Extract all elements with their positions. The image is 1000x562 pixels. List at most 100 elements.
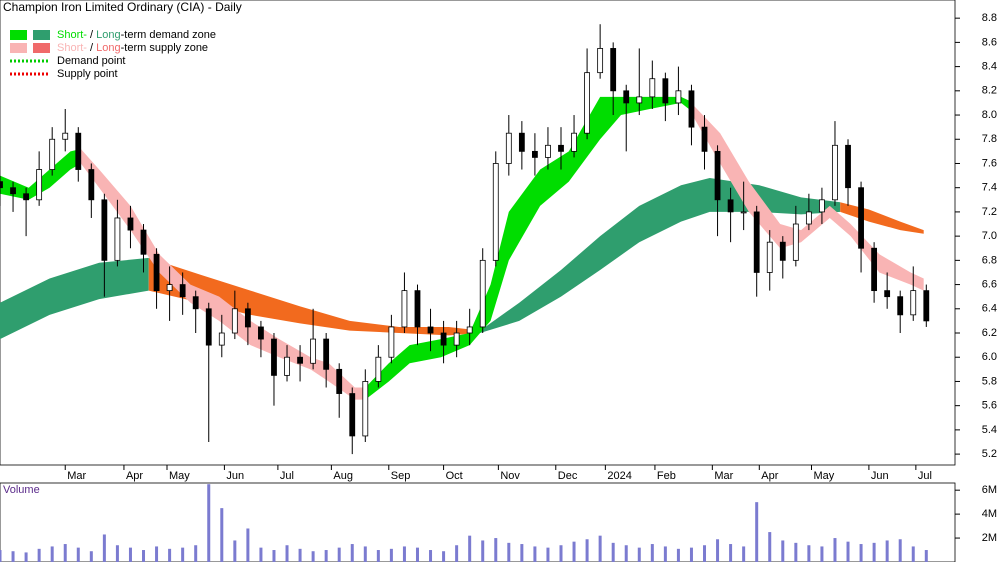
candle-body bbox=[323, 338, 330, 370]
y-tick-label: 8.2 bbox=[982, 85, 997, 97]
zone-band bbox=[480, 178, 841, 334]
volume-bar bbox=[768, 532, 772, 562]
candle-body bbox=[714, 150, 721, 201]
volume-bar bbox=[820, 546, 824, 562]
candle-body bbox=[297, 356, 303, 364]
candle-body bbox=[114, 217, 121, 261]
volume-bar bbox=[429, 550, 433, 562]
volume-bar bbox=[181, 547, 185, 562]
y-tick-label: 6.0 bbox=[982, 351, 997, 363]
x-tick-label: Dec bbox=[558, 470, 578, 482]
candle-body bbox=[10, 187, 16, 195]
volume-bar bbox=[637, 547, 641, 562]
y-tick-label: 7.2 bbox=[982, 206, 997, 218]
volume-bar bbox=[324, 550, 328, 562]
candle-body bbox=[349, 393, 356, 437]
volume-bar bbox=[50, 546, 54, 562]
candle-body bbox=[805, 211, 812, 225]
volume-bar bbox=[924, 550, 928, 562]
candle-body bbox=[205, 308, 212, 346]
volume-bar bbox=[76, 547, 80, 562]
volume-bar bbox=[363, 546, 367, 562]
volume-bar bbox=[142, 550, 146, 562]
volume-bar bbox=[585, 539, 589, 562]
volume-bar bbox=[716, 539, 720, 562]
candle-body bbox=[584, 72, 590, 134]
volume-bar bbox=[859, 544, 863, 562]
candle-body bbox=[62, 132, 69, 140]
volume-tick-label: 2M bbox=[982, 532, 997, 544]
volume-bar bbox=[546, 547, 550, 562]
legend-swatch bbox=[10, 30, 27, 40]
candle-body bbox=[479, 259, 486, 328]
y-tick-label: 6.6 bbox=[982, 278, 997, 290]
volume-bar bbox=[350, 544, 354, 562]
candle-body bbox=[623, 90, 630, 104]
volume-bar bbox=[389, 548, 393, 562]
volume-bar bbox=[507, 542, 511, 562]
y-tick-label: 8.6 bbox=[982, 36, 997, 48]
candle-body bbox=[466, 326, 473, 334]
volume-bar bbox=[533, 546, 537, 562]
candle-body bbox=[832, 144, 838, 201]
zone-band bbox=[688, 100, 924, 291]
candle-body bbox=[492, 163, 499, 261]
volume-bar bbox=[885, 540, 889, 562]
candle-body bbox=[505, 132, 512, 164]
volume-bar bbox=[442, 551, 446, 562]
volume-bar bbox=[572, 541, 576, 562]
candle-body bbox=[427, 326, 434, 334]
candle-body bbox=[597, 48, 604, 74]
candle-body bbox=[845, 144, 851, 189]
volume-bar bbox=[807, 545, 811, 562]
volume-bar bbox=[298, 548, 302, 562]
y-tick-label: 5.2 bbox=[982, 448, 997, 460]
y-tick-label: 5.8 bbox=[982, 375, 997, 387]
candle-body bbox=[310, 338, 317, 364]
volume-bar bbox=[755, 502, 759, 562]
candle-body bbox=[375, 356, 382, 382]
volume-tick-label: 4M bbox=[982, 508, 997, 520]
legend-label: Short- / Long-term supply zone bbox=[57, 42, 208, 54]
candle-body bbox=[753, 211, 760, 273]
legend-swatch bbox=[10, 43, 27, 53]
y-tick-label: 5.4 bbox=[982, 424, 997, 436]
x-tick-label: Apr bbox=[761, 470, 778, 482]
candle-body bbox=[271, 338, 277, 376]
volume-bar bbox=[207, 484, 211, 562]
x-tick-label: Nov bbox=[500, 470, 520, 482]
volume-bar bbox=[37, 548, 41, 562]
x-tick-label: Jul bbox=[280, 470, 294, 482]
candle-body bbox=[36, 169, 43, 201]
volume-bar bbox=[128, 547, 132, 562]
candle-body bbox=[75, 132, 82, 170]
volume-bar bbox=[89, 551, 93, 562]
volume-tick-label: 6M bbox=[982, 484, 997, 496]
y-tick-label: 8.8 bbox=[982, 12, 997, 24]
volume-title: Volume bbox=[3, 484, 40, 496]
x-tick-label: Jun bbox=[226, 470, 244, 482]
x-tick-label: Mar bbox=[67, 470, 86, 482]
candle-body bbox=[910, 290, 917, 316]
x-tick-label: Jul bbox=[918, 470, 932, 482]
candle-body bbox=[49, 138, 56, 170]
candle-body bbox=[766, 241, 773, 273]
y-tick-label: 7.6 bbox=[982, 157, 997, 169]
zone-band bbox=[0, 257, 149, 340]
candle-body bbox=[923, 290, 930, 322]
candle-body bbox=[675, 90, 682, 104]
x-tick-label: May bbox=[813, 470, 834, 482]
candle-body bbox=[819, 199, 825, 213]
volume-bar bbox=[455, 545, 459, 562]
x-tick-label: May bbox=[169, 470, 190, 482]
legend-label: Short- / Long-term demand zone bbox=[57, 29, 216, 41]
candle-body bbox=[23, 193, 29, 201]
volume-bar bbox=[624, 545, 628, 562]
candle-body bbox=[153, 253, 160, 292]
volume-bar bbox=[663, 546, 667, 562]
x-tick-label: Sep bbox=[391, 470, 411, 482]
volume-bar bbox=[689, 547, 693, 562]
candle-body bbox=[649, 78, 656, 98]
legend-label: Demand point bbox=[57, 55, 126, 67]
volume-bar bbox=[272, 550, 276, 562]
